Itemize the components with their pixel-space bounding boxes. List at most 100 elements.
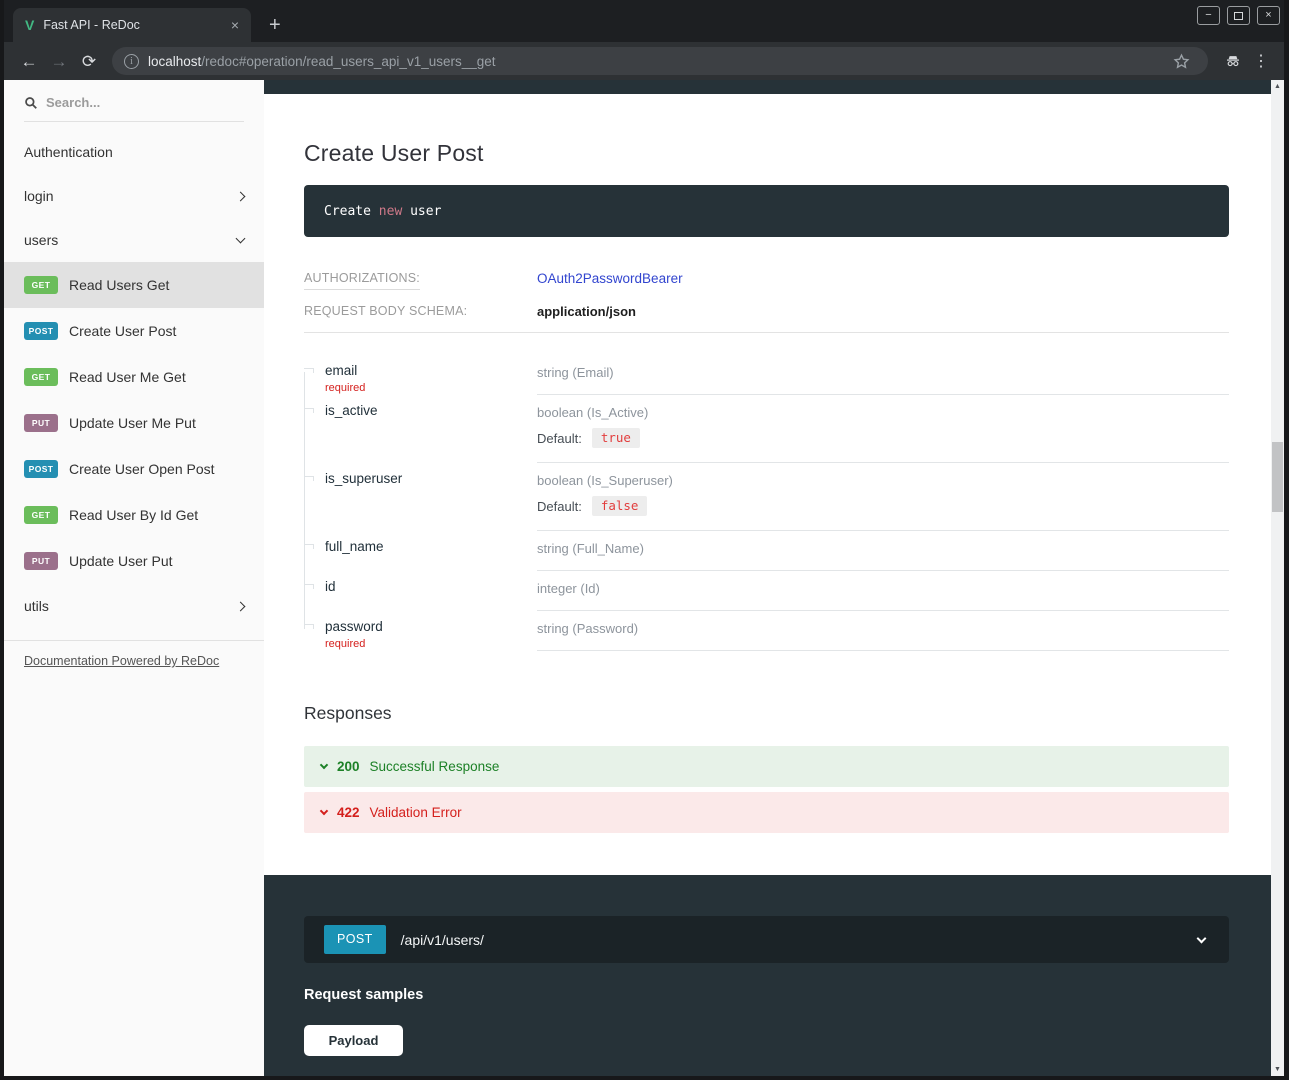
url-host: localhost <box>148 53 202 69</box>
post-method-badge: POST <box>324 925 386 954</box>
sidebar-item-read-users-get[interactable]: GET Read Users Get <box>4 262 264 308</box>
sidebar-divider <box>4 640 264 641</box>
sidebar-item-label: Create User Post <box>69 323 177 339</box>
maximize-icon <box>1234 11 1243 20</box>
field-row-password: password required string (Password) <box>304 611 1229 651</box>
sidebar-item-users[interactable]: users <box>4 218 264 262</box>
chevron-down-icon <box>319 806 329 816</box>
payload-tab[interactable]: Payload <box>304 1025 403 1056</box>
field-row-email: email required string (Email) <box>304 355 1229 395</box>
sidebar-item-create-user-post[interactable]: POST Create User Post <box>4 308 264 354</box>
minimize-button[interactable]: − <box>1197 6 1220 25</box>
search-icon <box>25 96 37 109</box>
sidebar-item-authentication[interactable]: Authentication <box>4 130 264 174</box>
operation-article: Create User Post Create new user AUTHORI… <box>264 94 1271 833</box>
post-method-badge: POST <box>24 460 58 478</box>
responses-title: Responses <box>304 703 392 723</box>
sidebar-item-read-user-by-id-get[interactable]: GET Read User By Id Get <box>4 492 264 538</box>
bookmark-star-icon[interactable] <box>1166 52 1196 70</box>
chevron-down-icon <box>1196 933 1207 943</box>
forward-button[interactable]: → <box>50 51 68 71</box>
close-button[interactable]: × <box>1257 6 1280 25</box>
response-code: 200 <box>337 759 360 774</box>
default-label: Default: <box>537 430 582 446</box>
sidebar-item-label: users <box>24 232 59 248</box>
sidebar-item-label: Read User By Id Get <box>69 507 199 523</box>
site-info-icon[interactable]: i <box>124 53 139 69</box>
sidebar-item-utils[interactable]: utils <box>4 584 264 628</box>
chevron-right-icon <box>235 601 246 611</box>
endpoint-path: /api/v1/users/ <box>400 931 484 948</box>
field-row-is-superuser: is_superuser boolean (Is_Superuser) Defa… <box>304 463 1229 531</box>
field-row-id: id integer (Id) <box>304 571 1229 611</box>
sidebar-item-update-user-put[interactable]: PUT Update User Put <box>4 538 264 584</box>
page: Authentication login users GET Read Users… <box>4 80 1284 1076</box>
redoc-footer-link[interactable]: Documentation Powered by ReDoc <box>24 654 220 668</box>
field-type: string (Password) <box>537 621 639 636</box>
tab-close-icon[interactable]: × <box>230 17 239 33</box>
field-type: boolean (Is_Active) <box>537 405 649 420</box>
default-value-chip: true <box>591 428 640 448</box>
sidebar: Authentication login users GET Read Users… <box>4 80 264 1076</box>
browser-tab[interactable]: V Fast API - ReDoc × <box>13 8 251 42</box>
sidebar-item-label: Read User Me Get <box>69 369 186 385</box>
page-scrollbar[interactable]: ▲ ▼ <box>1271 80 1284 1076</box>
get-method-badge: GET <box>24 276 58 294</box>
field-type: string (Full_Name) <box>537 541 644 556</box>
scrollbar-thumb[interactable] <box>1272 442 1283 512</box>
scroll-down-icon[interactable]: ▼ <box>1274 1066 1281 1073</box>
sidebar-search[interactable] <box>24 95 244 122</box>
oauth2-link[interactable]: OAuth2PasswordBearer <box>537 271 683 286</box>
field-row-full-name: full_name string (Full_Name) <box>304 531 1229 571</box>
field-type: integer (Id) <box>537 581 600 596</box>
response-422-bar[interactable]: 422 Validation Error <box>304 792 1229 833</box>
window-controls: − × <box>1197 6 1280 25</box>
field-type: string (Email) <box>537 365 614 380</box>
response-label: Successful Response <box>369 759 500 774</box>
sidebar-item-label: Read Users Get <box>69 277 170 293</box>
field-name: full_name <box>325 539 384 554</box>
address-bar[interactable]: i localhost/redoc#operation/read_users_a… <box>112 47 1208 75</box>
maximize-button[interactable] <box>1227 6 1250 25</box>
sidebar-item-login[interactable]: login <box>4 174 264 218</box>
sidebar-item-read-user-me-get[interactable]: GET Read User Me Get <box>4 354 264 400</box>
page-title: Create User Post <box>304 140 484 166</box>
operation-description-code: Create new user <box>304 185 1229 237</box>
back-button[interactable]: ← <box>20 51 38 71</box>
incognito-icon <box>1218 52 1248 70</box>
field-name: password <box>325 619 383 634</box>
post-method-badge: POST <box>24 322 58 340</box>
previous-section-panel-edge <box>264 80 1271 94</box>
sidebar-item-update-user-me-put[interactable]: PUT Update User Me Put <box>4 400 264 446</box>
response-code: 422 <box>337 805 360 820</box>
tab-title: Fast API - ReDoc <box>43 18 140 32</box>
field-row-is-active: is_active boolean (Is_Active) Default: tr… <box>304 395 1229 463</box>
browser-menu-button[interactable]: ⋮ <box>1253 53 1269 70</box>
new-tab-button[interactable]: + <box>269 14 281 36</box>
url-path: /redoc#operation/read_users_api_v1_users… <box>201 53 496 69</box>
reload-button[interactable]: ⟳ <box>81 51 97 71</box>
browser-toolbar: ← → ⟳ i localhost/redoc#operation/read_u… <box>4 42 1284 80</box>
field-name: id <box>325 579 336 594</box>
get-method-badge: GET <box>24 506 58 524</box>
request-samples-panel: POST /api/v1/users/ Request samples Payl… <box>264 875 1271 1076</box>
chevron-down-icon <box>235 233 246 244</box>
scroll-up-icon[interactable]: ▲ <box>1274 83 1281 90</box>
endpoint-dropdown[interactable]: POST /api/v1/users/ <box>304 916 1229 963</box>
response-label: Validation Error <box>369 805 462 820</box>
sidebar-item-label: Update User Me Put <box>69 415 196 431</box>
sidebar-menu: Authentication login users GET Read Users… <box>4 130 264 628</box>
sidebar-item-create-user-open-post[interactable]: POST Create User Open Post <box>4 446 264 492</box>
main-content: Create User Post Create new user AUTHORI… <box>264 80 1271 1076</box>
search-input[interactable] <box>46 95 206 110</box>
get-method-badge: GET <box>24 368 58 386</box>
favicon-v-icon: V <box>25 17 35 33</box>
required-label: required <box>325 638 366 650</box>
url-text[interactable]: localhost/redoc#operation/read_users_api… <box>148 54 1157 69</box>
default-value-chip: false <box>591 496 648 516</box>
response-200-bar[interactable]: 200 Successful Response <box>304 746 1229 787</box>
authorizations-label: AUTHORIZATIONS: <box>304 271 537 290</box>
code-keyword: new <box>378 204 403 219</box>
field-name: is_active <box>325 403 378 418</box>
